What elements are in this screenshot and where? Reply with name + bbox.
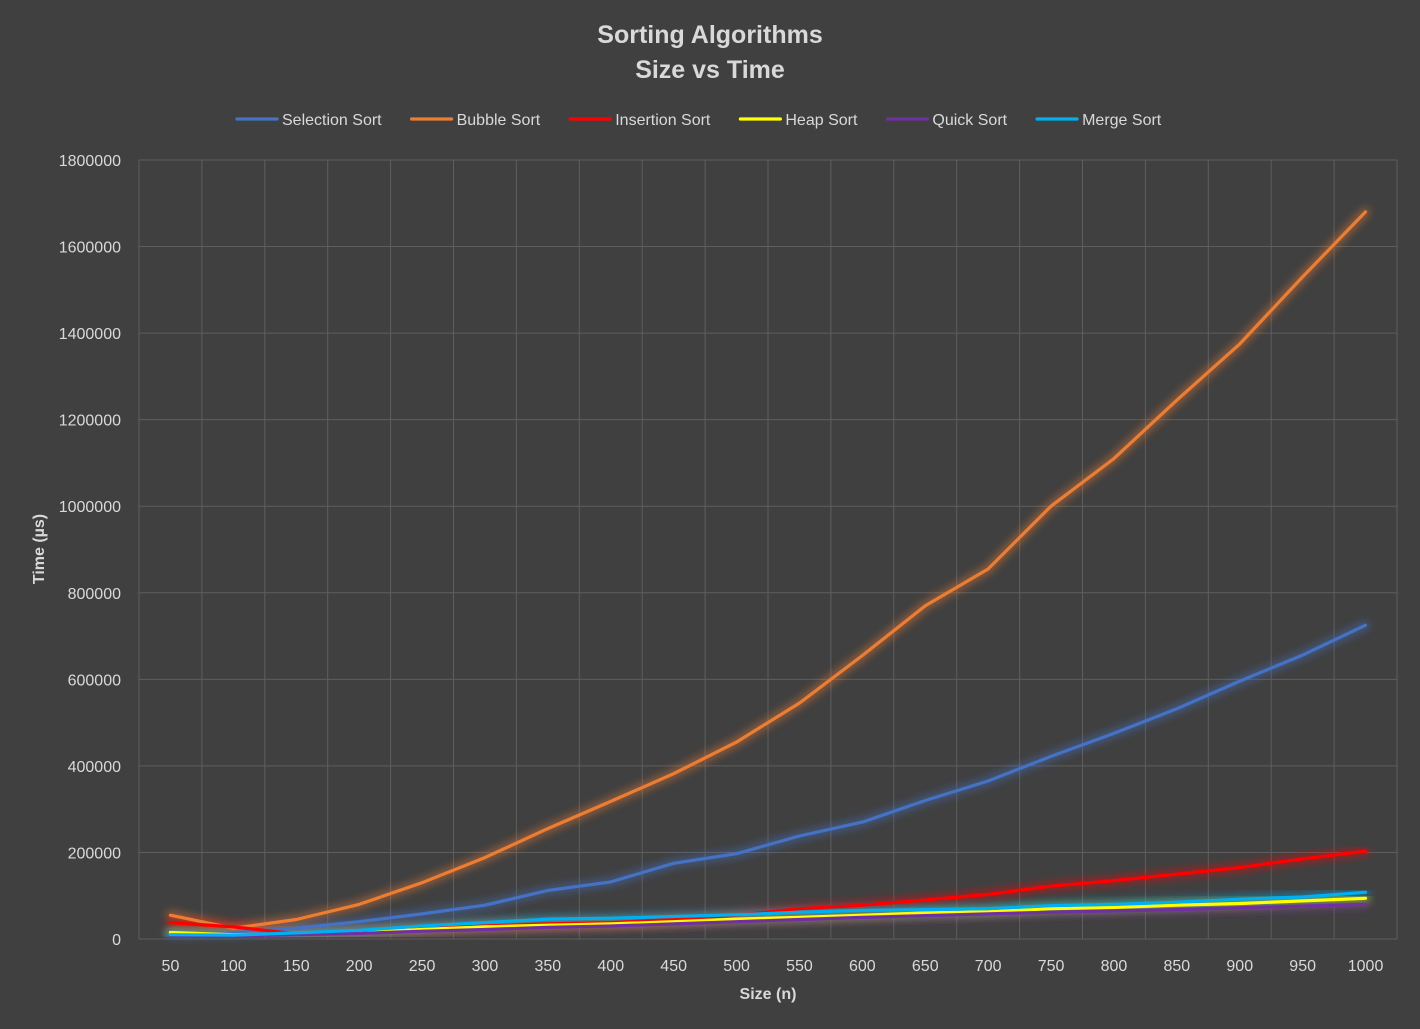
x-tick-label-4: 250 <box>409 958 436 975</box>
series-line-merge-sort <box>168 890 1368 937</box>
series-line-bubble-sort <box>168 210 1368 930</box>
x-tick-label-18: 950 <box>1289 958 1316 975</box>
chart-title: Sorting Algorithms <box>597 21 822 49</box>
series-line-selection-sort <box>168 623 1368 936</box>
x-tick-label-9: 500 <box>723 958 750 975</box>
legend-label-selection-sort: Selection Sort <box>282 112 382 129</box>
x-tick-label-6: 350 <box>534 958 561 975</box>
legend-label-quick-sort: Quick Sort <box>932 112 1007 129</box>
x-tick-label-19: 1000 <box>1348 958 1384 975</box>
y-tick-label-6: 1200000 <box>59 413 121 430</box>
y-tick-label-0: 0 <box>112 932 121 949</box>
x-tick-label-15: 800 <box>1101 958 1128 975</box>
y-tick-label-9: 1800000 <box>59 153 121 170</box>
x-tick-label-3: 200 <box>346 958 373 975</box>
x-tick-label-2: 150 <box>283 958 310 975</box>
x-tick-label-13: 700 <box>975 958 1002 975</box>
x-tick-label-8: 450 <box>660 958 687 975</box>
y-tick-label-3: 600000 <box>68 672 121 689</box>
x-tick-label-14: 750 <box>1038 958 1065 975</box>
y-tick-label-8: 1600000 <box>59 240 121 257</box>
chart-subtitle: Size vs Time <box>635 56 785 84</box>
x-tick-label-1: 100 <box>220 958 247 975</box>
legend-label-bubble-sort: Bubble Sort <box>457 112 541 129</box>
legend-label-merge-sort: Merge Sort <box>1082 112 1162 129</box>
legend-label-heap-sort: Heap Sort <box>785 112 858 129</box>
x-tick-label-16: 850 <box>1163 958 1190 975</box>
series-line-quick-sort <box>168 902 1368 938</box>
series-lines <box>168 210 1368 938</box>
legend-label-insertion-sort: Insertion Sort <box>615 112 711 129</box>
x-tick-label-12: 650 <box>912 958 939 975</box>
y-tick-label-5: 1000000 <box>59 499 121 516</box>
x-axis-ticks: 50 100 150 200 250 300 350 400 450 500 550 600 650 70… <box>162 958 1384 975</box>
y-axis-ticks: 0 200000 400000 600000 800000 1000000 1200000 1… <box>59 153 121 949</box>
y-tick-label-2: 400000 <box>68 759 121 776</box>
x-tick-label-7: 400 <box>597 958 624 975</box>
legend: Selection Sort Bubble Sort Insertion Sort H… <box>235 112 1162 129</box>
x-tick-label-11: 600 <box>849 958 876 975</box>
x-axis-title: Size (n) <box>740 986 797 1003</box>
y-tick-label-7: 1400000 <box>59 326 121 343</box>
y-tick-label-4: 800000 <box>68 586 121 603</box>
x-tick-label-5: 300 <box>472 958 499 975</box>
x-tick-label-17: 900 <box>1226 958 1253 975</box>
x-tick-label-0: 50 <box>162 958 180 975</box>
y-tick-label-1: 200000 <box>68 845 121 862</box>
x-tick-label-10: 550 <box>786 958 813 975</box>
y-axis-title: Time (µs) <box>31 514 48 584</box>
grid <box>138 159 1398 940</box>
